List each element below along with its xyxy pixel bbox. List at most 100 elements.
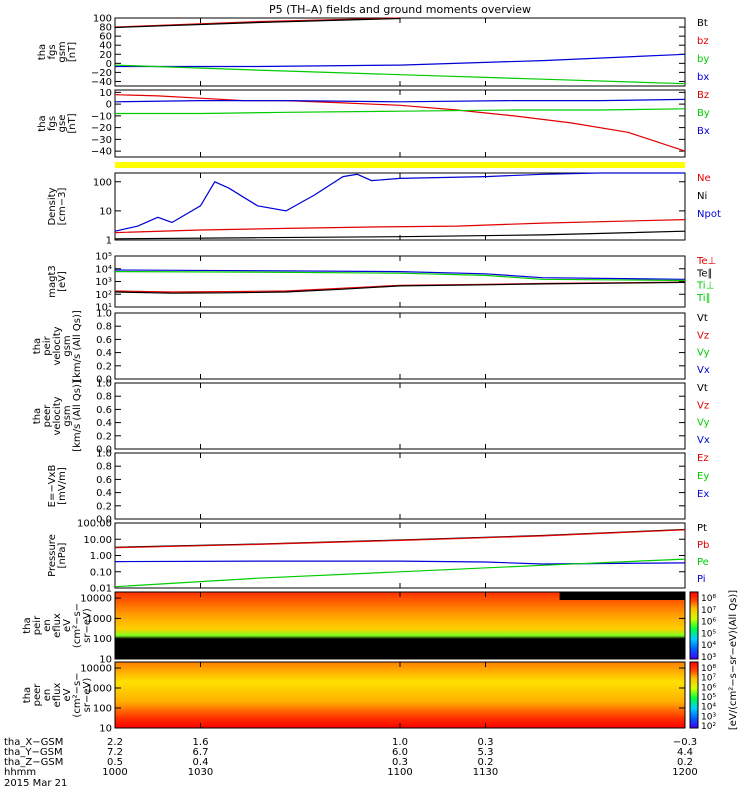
legend-entry: by [697, 54, 709, 65]
panel-peir_velocity: 1.0 0.8 0.6 0.4 0.2 0.0 tha peir velocity gsm [km/… [32, 309, 710, 386]
colorbar [689, 591, 699, 660]
y-tick-label: 0 [106, 59, 112, 70]
date-label: 2015 Mar 21 [4, 778, 67, 789]
series-Bt [114, 17, 401, 29]
legend-entry: bz [697, 36, 709, 47]
y-tick-label: 0.0 [96, 445, 112, 456]
series-Ni [114, 230, 686, 240]
y-axis-label: gsm [57, 41, 68, 62]
y-tick-label: 10 [99, 724, 112, 735]
panel-frame [114, 312, 686, 380]
y-axis-label: (cm²−s− [72, 603, 83, 648]
y-tick-label: 100 [93, 14, 112, 25]
y-tick-label: 10.00 [83, 535, 112, 546]
y-axis-label: eV [62, 619, 73, 632]
y-tick-label: 0.2 [96, 501, 112, 512]
y-tick-label: 10³ [95, 277, 112, 288]
y-tick-label: 0.8 [96, 392, 112, 403]
panel-frame [114, 452, 686, 520]
colorbar-label: [eV/(cm²−s−sr−eV)(All Qs)] [728, 590, 739, 730]
y-axis-label: fgs [47, 116, 58, 131]
panel-peer_velocity: 1.0 0.8 0.6 0.4 0.2 0.0 tha peer velocity gsm [km/… [32, 379, 710, 456]
y-tick-label: 10² [95, 290, 112, 301]
y-axis-label: sr−eV) [82, 608, 93, 643]
y-tick-label: 1.0 [96, 449, 112, 460]
series-Ti⊥ [114, 269, 686, 280]
ephemeris-value: −0.3 [673, 737, 697, 748]
colorbar-tick-label: 10⁴ [701, 703, 716, 713]
legend-entry: Bt [697, 18, 708, 29]
colorbar-tick-label: 10⁵ [701, 629, 716, 639]
legend-entry: Ti∥ [696, 293, 711, 304]
y-tick-label: −40 [91, 147, 112, 158]
y-tick-label: 0.4 [96, 488, 112, 499]
legend-entry: Vx [697, 435, 710, 446]
legend-entry: Vz [697, 330, 709, 341]
series-Npot [114, 172, 685, 232]
y-tick-label: 0.6 [96, 475, 112, 486]
y-axis-label: tha [37, 115, 48, 131]
y-tick-label: 10¹ [95, 303, 112, 314]
y-tick-label: 10 [99, 88, 112, 99]
legend-entry: Ni [697, 191, 707, 202]
y-tick-label: −30 [91, 135, 112, 146]
y-axis-label: eflux [52, 683, 63, 708]
y-tick-label: 10 [99, 655, 112, 666]
y-axis-label: tha [37, 44, 48, 60]
y-tick-label: 0.0 [96, 515, 112, 526]
y-tick-label: 20 [99, 50, 112, 61]
panel-density: 100 10 1 Density [cm−3] Ne Ni Npot [47, 172, 721, 247]
y-axis-label: Pressure [47, 534, 58, 577]
legend-entry: Ti⊥ [696, 281, 714, 292]
y-axis-label: [km/s (All Qs)] [72, 380, 83, 452]
legend-entry: Pe [697, 557, 709, 568]
legend-entry: Vz [697, 400, 709, 411]
y-tick-label: 0.4 [96, 418, 112, 429]
y-axis-label: gsm [62, 405, 73, 426]
ephemeris-value: 1000 [102, 767, 127, 778]
legend-entry: Pb [697, 540, 709, 551]
y-tick-label: 0.2 [96, 361, 112, 372]
ephemeris-value: 6.7 [193, 747, 209, 758]
y-axis-label: peir [32, 615, 43, 635]
legend-entry: By [697, 108, 710, 119]
y-tick-label: 10000 [80, 664, 112, 675]
y-axis-label: Density [47, 187, 58, 225]
ephemeris-label: tha_Y−GSM [4, 747, 63, 758]
y-axis-label: tha [22, 687, 33, 703]
panel-fgs_gse: 100−10−20−30−40 tha fgs gse [nT] Bz By Bx [37, 88, 710, 158]
ephemeris-value: 0.3 [478, 737, 494, 748]
y-tick-label: 100 [93, 704, 112, 715]
series-Ne [114, 219, 686, 234]
legend-entry: Pi [697, 574, 706, 585]
legend-entry: Bz [697, 90, 709, 101]
y-tick-label: 1 [106, 236, 112, 247]
series-bx [115, 53, 686, 68]
y-axis-label: magt3 [47, 265, 58, 298]
colorbar-tick-label: 10⁷ [701, 606, 716, 616]
ephemeris-value: 1200 [672, 767, 697, 778]
y-tick-label: 80 [99, 23, 112, 34]
y-axis-label: E=−VxB [47, 465, 58, 508]
y-axis-label: velocity [52, 396, 63, 435]
ephemeris-value: 1.6 [193, 737, 209, 748]
colorbar-tick-label: 10⁴ [701, 641, 716, 651]
y-tick-label: 1.0 [96, 309, 112, 320]
y-tick-label: −40 [91, 77, 112, 88]
series-Pt [114, 528, 686, 548]
series-Ti∥ [114, 271, 686, 282]
ephemeris-value: 1.0 [392, 737, 408, 748]
y-axis-label: eV [62, 688, 73, 701]
ephemeris-value: 1100 [387, 767, 412, 778]
y-axis-label: peir [42, 335, 53, 355]
colorbar-tick-label: 10⁶ [701, 683, 716, 693]
y-tick-label: 1.0 [96, 379, 112, 390]
legend-entry: bx [697, 72, 709, 83]
y-axis-label: [nT] [67, 113, 78, 133]
y-axis-label: (cm²−s− [72, 672, 83, 717]
figure-title: P5 (TH–A) fields and ground moments over… [269, 3, 531, 16]
series-Pb [114, 529, 686, 549]
